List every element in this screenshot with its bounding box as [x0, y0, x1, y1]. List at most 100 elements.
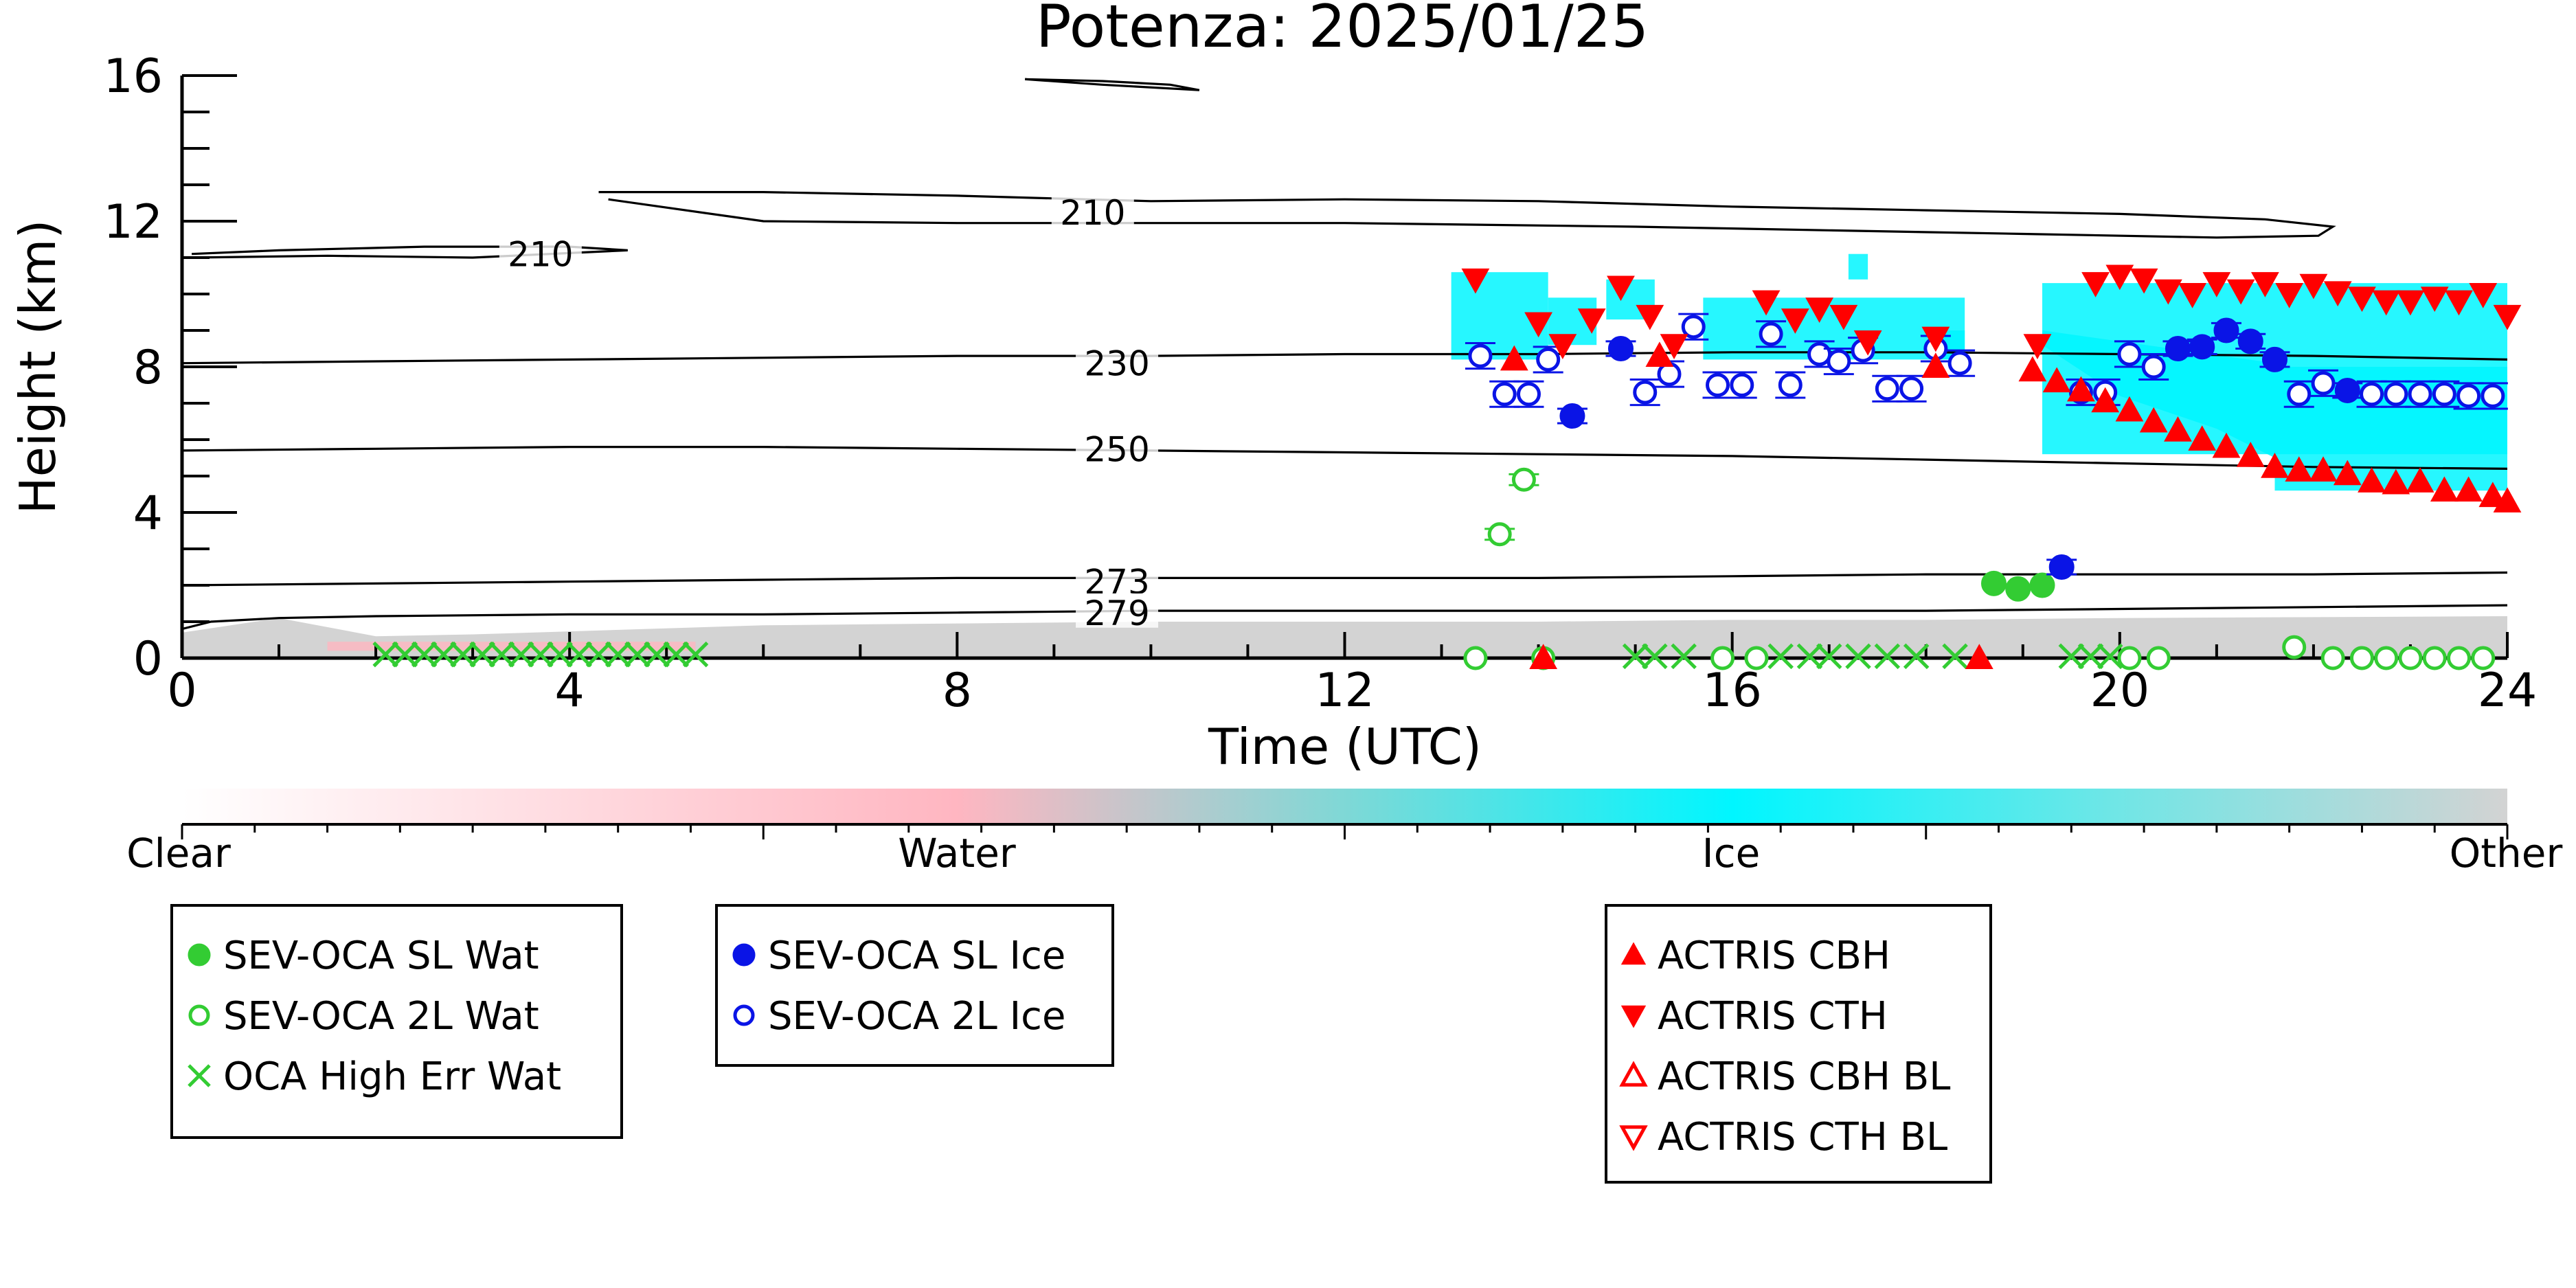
legend-label: SEV-OCA SL Wat	[223, 934, 539, 978]
oca-high-err-wat-point	[488, 641, 515, 668]
sev-oca-2l-ice-point	[1807, 341, 1832, 366]
sev-oca-2l-ice-point	[1633, 380, 1658, 405]
actris-cth-point	[2105, 264, 2134, 291]
sev-oca-2l-wat-point	[2422, 646, 2447, 670]
actris-cth-point	[2226, 279, 2255, 305]
oca-high-err-wat-point	[469, 641, 495, 668]
oca-high-err-wat-point	[1903, 643, 1930, 670]
x-axis-label: Time (UTC)	[1208, 718, 1482, 776]
sev-oca-sl-ice-point	[2262, 346, 2287, 372]
oca-high-err-wat-point	[528, 641, 554, 668]
sev-oca-sl-wat-point	[2029, 572, 2055, 598]
contour-label-279: 279	[1084, 594, 1149, 633]
actris-cbh-point	[2188, 425, 2217, 451]
oca-high-err-wat-point	[2097, 643, 2123, 670]
sev-oca-2l-ice-point	[1899, 376, 1924, 401]
actris-cth-point	[2323, 281, 2352, 307]
sev-oca-2l-ice-point	[2432, 382, 2456, 407]
oca-high-err-wat-point	[585, 641, 612, 668]
cloud-mask-field	[182, 253, 2507, 658]
sev-oca-2l-ice-point	[1778, 373, 1803, 397]
sev-oca-2l-wat-point	[2374, 646, 2399, 670]
contour-line-250	[182, 446, 2507, 470]
actris-cbh-point	[2309, 456, 2338, 482]
actris-cbh-point	[1965, 644, 1993, 669]
oca-high-err-wat-point	[1767, 643, 1794, 670]
actris-cbh-point	[2358, 467, 2386, 493]
actris-cbh-point	[2164, 416, 2192, 442]
y-tick-label: 8	[133, 341, 163, 395]
actris-cbh-point	[2018, 356, 2047, 382]
colorbar-label-water: Water	[898, 830, 1016, 877]
oca-high-err-wat-point	[1671, 643, 1697, 670]
actris-cth-point	[1921, 326, 1950, 352]
legend-label: SEV-OCA 2L Ice	[768, 994, 1065, 1039]
contour-label-bg	[1076, 593, 1159, 628]
actris-cth-point	[1660, 334, 1688, 359]
contour-label-210: 210	[508, 235, 573, 275]
sev-oca-sl-ice-point	[2048, 554, 2075, 580]
actris-cbh-point	[2454, 476, 2483, 502]
sev-oca-2l-ice-point	[1875, 376, 1899, 401]
sev-oca-2l-ice-point	[1759, 321, 1783, 346]
legend-marker	[188, 1064, 211, 1087]
oca-high-err-wat-point	[682, 641, 709, 668]
legend-marker	[1620, 1005, 1647, 1028]
sev-oca-2l-wat-point	[1487, 522, 1512, 547]
contour-label-bg	[1076, 429, 1159, 464]
actris-cth-point	[1607, 275, 1635, 302]
sev-oca-2l-wat-point	[1710, 646, 1735, 670]
sev-oca-2l-ice-point	[2456, 383, 2481, 408]
sev-oca-2l-ice-point	[2384, 382, 2408, 407]
actris-cth-point	[1461, 268, 1490, 294]
oca-high-err-wat-point	[508, 641, 534, 668]
actris-cth-point	[2275, 283, 2304, 308]
legend-marker	[1620, 942, 1647, 965]
legend-label: OCA High Err Wat	[223, 1054, 561, 1099]
oca-high-err-wat-point	[1942, 643, 1968, 670]
sev-oca-2l-wat-point	[2446, 646, 2471, 670]
actris-cth-point	[2154, 279, 2182, 305]
sev-oca-sl-ice-point	[1607, 336, 1634, 361]
actris-cbh-point	[2382, 468, 2410, 495]
actris-cbh-point	[1500, 345, 1528, 371]
sev-oca-2l-ice-point	[2141, 354, 2166, 379]
actris-cbh-point	[2333, 460, 2362, 486]
actris-cth-point	[1781, 308, 1809, 334]
actris-cth-point	[1548, 334, 1577, 359]
sev-oca-2l-wat-point	[2398, 646, 2423, 670]
sev-oca-2l-wat-point	[2471, 646, 2496, 670]
sev-oca-2l-wat-point	[2282, 635, 2307, 659]
actris-cth-point	[2129, 268, 2158, 294]
sev-oca-2l-ice-point	[1827, 349, 1851, 374]
actris-cth-point	[1829, 304, 1858, 330]
oca-high-err-wat-point	[2058, 643, 2085, 670]
x-tick-label: 8	[942, 664, 972, 718]
actris-cth-point	[1752, 290, 1781, 316]
sev-oca-2l-ice-point	[2360, 382, 2384, 407]
y-tick-label: 16	[103, 49, 163, 104]
sev-oca-2l-ice-point	[1681, 315, 1706, 339]
x-tick-label: 4	[555, 664, 585, 718]
oca-high-err-wat-point	[392, 641, 418, 668]
sev-oca-2l-wat-point	[1744, 646, 1769, 670]
legend-marker	[188, 943, 211, 967]
sev-oca-2l-ice-point	[2117, 341, 2142, 366]
y-axis-label: Height (km)	[9, 220, 67, 515]
actris-cbh-point	[2261, 452, 2289, 478]
colorbar-gradient	[182, 789, 2507, 824]
contour-label-230: 230	[1084, 344, 1149, 384]
contour-line-210	[598, 191, 2336, 239]
sev-oca-sl-wat-point	[1980, 570, 2007, 596]
oca-high-err-wat-point	[566, 641, 593, 668]
legend-marker	[1619, 1061, 1648, 1087]
sev-oca-2l-ice-point	[2408, 382, 2432, 407]
actris-cbh-point	[2067, 376, 2095, 402]
legend-label: ACTRIS CBH BL	[1658, 1054, 1950, 1099]
actris-cbh-point	[2478, 482, 2507, 508]
sev-oca-sl-ice-point	[2189, 334, 2215, 360]
actris-cbh-point	[2091, 387, 2120, 413]
oca-high-err-wat-point	[624, 641, 651, 668]
actris-cbh-point	[2493, 487, 2522, 513]
oca-high-err-wat-point	[605, 641, 631, 668]
